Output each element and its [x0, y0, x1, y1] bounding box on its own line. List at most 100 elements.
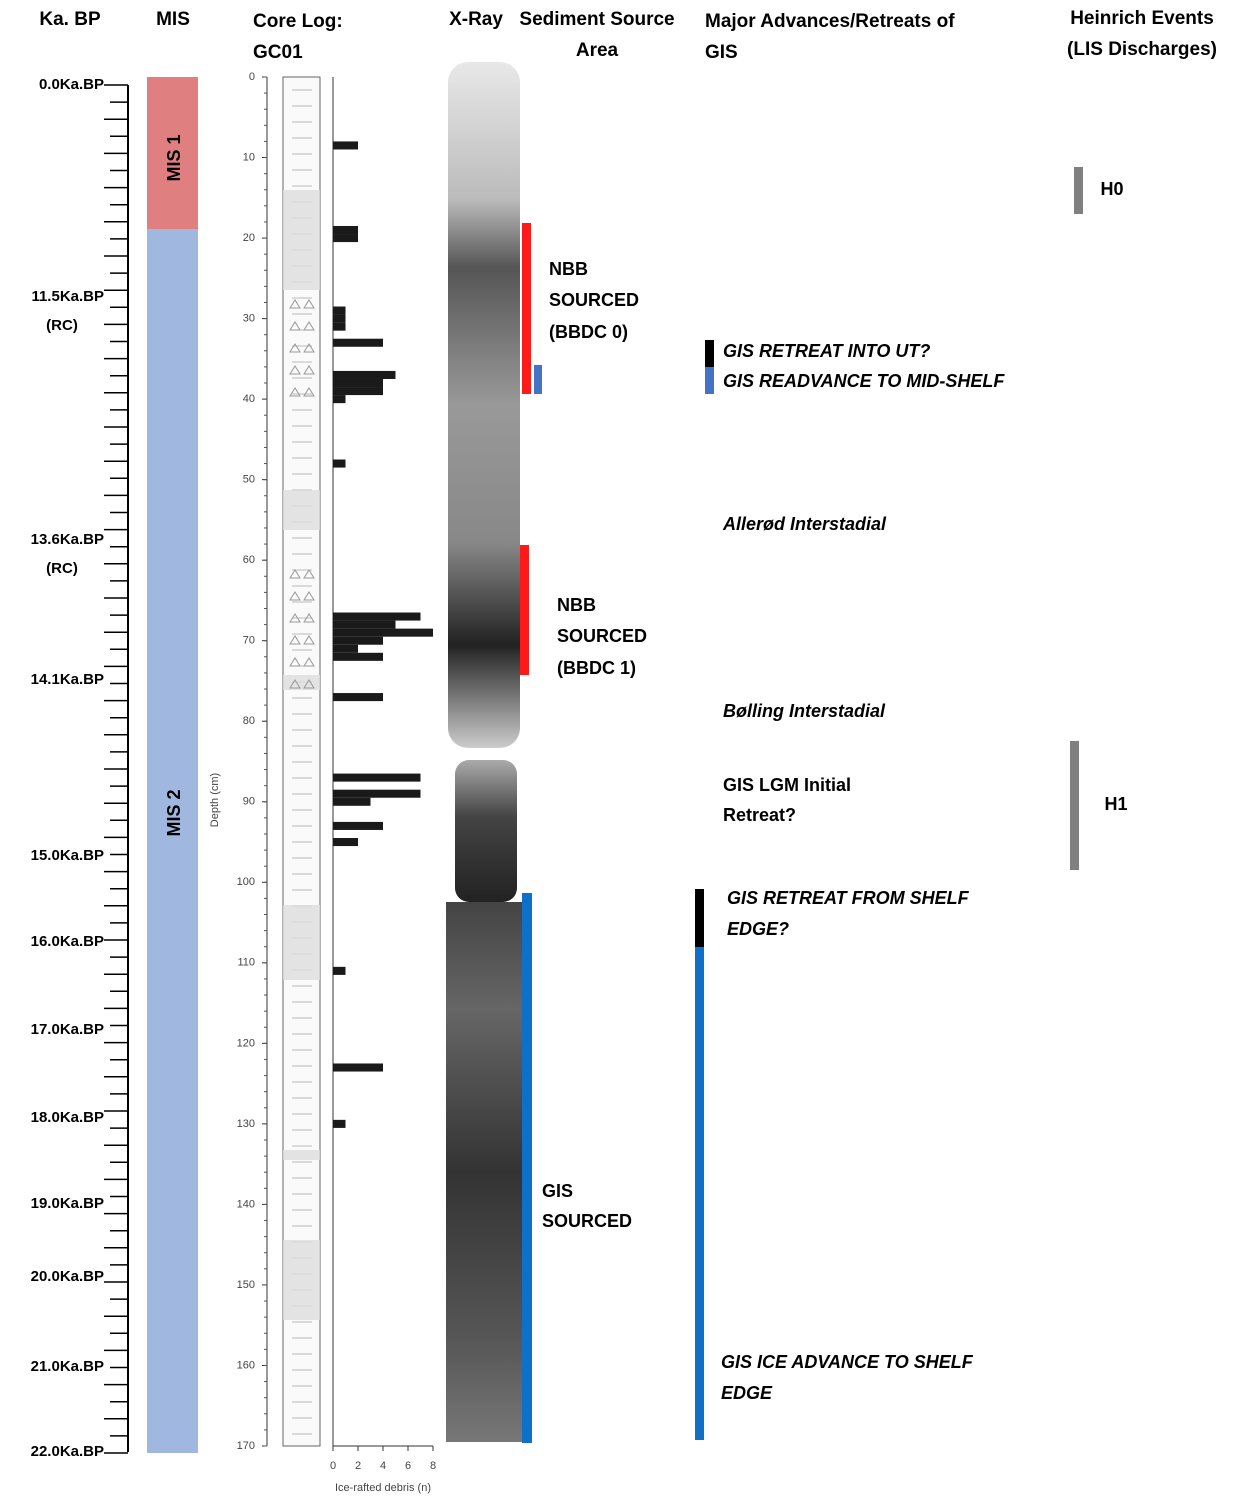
source-bar [522, 223, 531, 394]
ird-bar [333, 387, 383, 396]
core-band [283, 905, 320, 980]
age-label: 0.0Ka.BP [39, 76, 104, 93]
x-tick-label: 2 [355, 1460, 361, 1472]
event-bar [695, 889, 704, 947]
source-label: NBB [549, 259, 588, 279]
age-label: 19.0Ka.BP [31, 1195, 104, 1212]
header: X-Ray [449, 9, 503, 30]
y-tick-label: 90 [243, 796, 255, 808]
core-triangle [289, 321, 301, 331]
y-tick-label: 120 [237, 1037, 255, 1049]
mis-label: MIS 1 [164, 134, 184, 181]
heinrich-label: H0 [1100, 179, 1123, 199]
age-label: 11.5Ka.BP [31, 288, 104, 305]
xray-upper [448, 62, 520, 748]
ird-bar [333, 338, 383, 347]
age-label: 13.6Ka.BP [31, 531, 104, 548]
core-triangle [289, 569, 301, 579]
core-triangle [303, 591, 315, 601]
y-tick-label: 130 [237, 1118, 255, 1130]
y-tick-label: 140 [237, 1198, 255, 1210]
core-triangle [303, 679, 315, 689]
xray-middle [455, 760, 517, 902]
y-tick-label: 30 [243, 312, 255, 324]
y-tick-label: 0 [249, 71, 255, 83]
heinrich-bar [1070, 741, 1079, 870]
event-label: GIS ICE ADVANCE TO SHELF [721, 1352, 974, 1372]
ird-bar [333, 378, 383, 388]
ird-bar [333, 1119, 346, 1128]
ird-bar [333, 644, 358, 653]
ird-bar [333, 322, 346, 331]
age-label: 20.0Ka.BP [31, 1268, 104, 1285]
y-tick-label: 160 [237, 1359, 255, 1371]
ird-bar [333, 693, 383, 702]
source-bar [522, 893, 532, 1443]
ird-bar [333, 370, 396, 379]
ird-bar [333, 636, 383, 645]
ird-bar [333, 652, 383, 661]
y-tick-label: 80 [243, 715, 255, 727]
xray-lower [446, 902, 522, 1442]
ird-bar [333, 395, 346, 404]
source-label: GIS [542, 1181, 573, 1201]
source-label: SOURCED [557, 626, 647, 646]
ird-bar [333, 628, 433, 637]
ird-bar [333, 141, 358, 150]
ird-bar [333, 459, 346, 468]
header: Sediment Source [519, 9, 674, 30]
header: GIS [705, 42, 738, 63]
core-band [283, 490, 320, 530]
age-label: 18.0Ka.BP [31, 1109, 104, 1126]
age-label: 22.0Ka.BP [31, 1443, 104, 1460]
y-tick-label: 70 [243, 635, 255, 647]
event-bar [705, 340, 714, 367]
source-label: (BBDC 1) [557, 658, 636, 678]
age-note: (RC) [46, 560, 78, 577]
core-triangle [303, 569, 315, 579]
core-triangle [303, 387, 315, 397]
mis2-band [147, 229, 198, 1453]
age-label: 14.1Ka.BP [31, 671, 104, 688]
source-label: (BBDC 0) [549, 322, 628, 342]
age-label: 17.0Ka.BP [31, 1021, 104, 1038]
mis-label: MIS 2 [164, 789, 184, 836]
y-axis-title: Depth (cm) [209, 773, 221, 827]
event-label: GIS RETREAT INTO UT? [723, 341, 930, 361]
event-label: Allerød Interstadial [722, 514, 887, 534]
ird-bar [333, 797, 371, 806]
core-triangle [303, 321, 315, 331]
x-tick-label: 6 [405, 1460, 411, 1472]
core-triangle [289, 387, 301, 397]
header: (LIS Discharges) [1067, 39, 1217, 60]
header: Major Advances/Retreats of [705, 11, 955, 32]
y-tick-label: 40 [243, 393, 255, 405]
event-bar [705, 367, 714, 394]
core-triangle [303, 343, 315, 353]
core-triangle [289, 635, 301, 645]
header: MIS [156, 9, 190, 30]
core-triangle [289, 613, 301, 623]
x-tick-label: 0 [330, 1460, 336, 1472]
x-axis-title: Ice-rafted debris (n) [335, 1482, 431, 1494]
y-tick-label: 170 [237, 1440, 255, 1452]
ird-bar [333, 314, 346, 323]
ird-bar [333, 789, 421, 798]
ird-bar [333, 612, 421, 621]
y-tick-label: 110 [237, 957, 255, 969]
header: Heinrich Events [1070, 8, 1214, 29]
y-tick-label: 50 [243, 474, 255, 486]
age-label: 15.0Ka.BP [31, 847, 104, 864]
ird-bar [333, 225, 358, 235]
age-note: (RC) [46, 317, 78, 334]
header: Area [576, 40, 619, 61]
core-triangle [303, 635, 315, 645]
core-triangle [303, 365, 315, 375]
header: GC01 [253, 42, 303, 63]
core-pattern [283, 89, 320, 1435]
core-band [283, 190, 320, 290]
source-label: SOURCED [549, 290, 639, 310]
ird-bar [333, 966, 346, 975]
core-band [283, 1240, 320, 1320]
ird-bar [333, 821, 383, 830]
